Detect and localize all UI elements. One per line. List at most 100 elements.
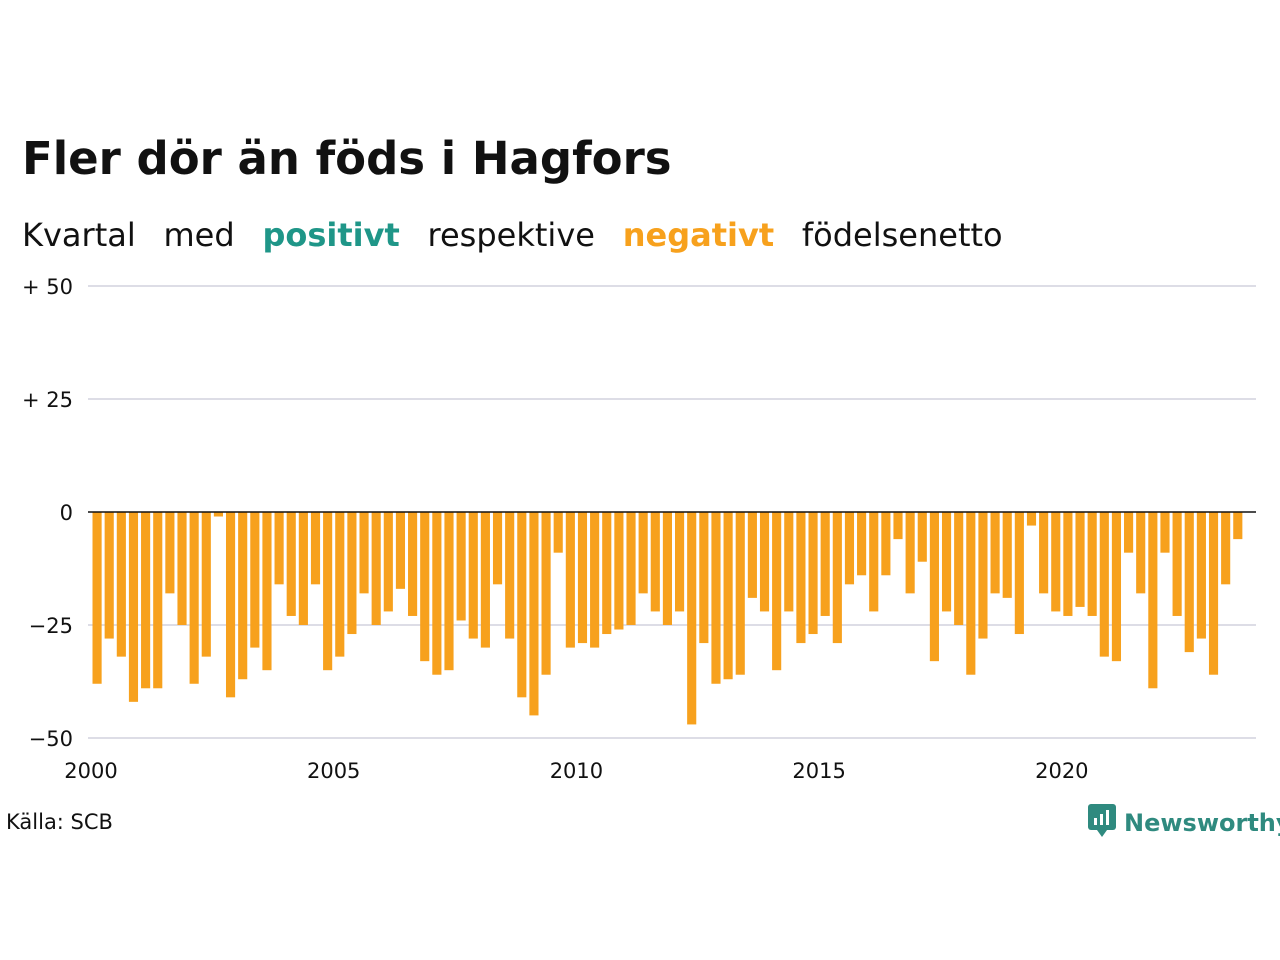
bar xyxy=(577,512,588,644)
x-tick-label: 2010 xyxy=(550,759,603,783)
x-tick-label: 2020 xyxy=(1035,759,1088,783)
bar xyxy=(808,512,818,635)
x-tick-label: 2000 xyxy=(64,759,117,783)
axis-layer: + 50 + 25 0 −25 −50 2000 2005 2010 2015 2020 xyxy=(22,275,1256,783)
bar xyxy=(820,512,830,616)
subtitle-positive-label: positivt xyxy=(262,216,400,254)
x-tick-label: 2015 xyxy=(792,759,845,783)
chart-subtitle: Kvartal med positivt respektive negativt… xyxy=(22,216,1020,254)
y-tick-label: −25 xyxy=(29,614,73,638)
bar xyxy=(250,512,260,648)
bar xyxy=(189,512,199,684)
bar xyxy=(141,512,151,689)
bar xyxy=(565,512,575,648)
bar xyxy=(201,512,211,657)
bar xyxy=(1087,512,1097,616)
bar xyxy=(735,512,745,675)
bar xyxy=(978,512,988,639)
bar xyxy=(1051,512,1061,612)
bar xyxy=(444,512,454,671)
bar xyxy=(662,512,672,625)
bar xyxy=(116,512,126,657)
bar xyxy=(638,512,648,594)
bar xyxy=(784,512,794,612)
bar xyxy=(869,512,879,612)
bar xyxy=(602,512,612,635)
bar xyxy=(395,512,406,589)
bar xyxy=(492,512,503,585)
bar xyxy=(1002,512,1012,598)
bar xyxy=(614,512,624,630)
bar xyxy=(590,512,600,648)
bar xyxy=(432,512,442,675)
bar xyxy=(420,512,430,662)
bar xyxy=(1184,512,1194,653)
bar xyxy=(505,512,515,639)
bar xyxy=(1172,512,1182,616)
bar xyxy=(213,512,223,517)
bar xyxy=(165,512,175,594)
bar xyxy=(517,512,527,698)
bar xyxy=(759,512,770,612)
bar xyxy=(675,512,685,612)
bar xyxy=(1026,512,1037,526)
bar xyxy=(881,512,891,576)
subtitle-word: respektive xyxy=(427,216,595,254)
bar xyxy=(796,512,806,644)
bar xyxy=(262,512,272,671)
bar xyxy=(92,512,102,684)
newsworthy-logo-icon xyxy=(1088,804,1116,842)
y-tick-label: + 25 xyxy=(22,388,73,412)
bar xyxy=(286,512,296,616)
bar xyxy=(1014,512,1024,635)
bar xyxy=(954,512,964,625)
y-tick-label: + 50 xyxy=(22,275,73,299)
bar xyxy=(747,512,757,598)
chart-title: Fler dör än föds i Hagfors xyxy=(22,132,672,185)
subtitle-negative-label: negativt xyxy=(622,216,775,254)
bar xyxy=(310,512,321,585)
bar xyxy=(347,512,357,635)
y-tick-label: −50 xyxy=(29,727,73,751)
bar xyxy=(383,512,393,612)
subtitle-word: födelsenetto xyxy=(801,216,1003,254)
bar xyxy=(699,512,709,644)
bar xyxy=(177,512,187,625)
bar xyxy=(456,512,466,621)
brand-name: Newsworthy xyxy=(1124,809,1280,837)
bar xyxy=(128,512,139,702)
bar-layer xyxy=(92,512,1243,725)
bar xyxy=(104,512,114,639)
bar xyxy=(917,512,927,562)
bar xyxy=(966,512,976,675)
bar xyxy=(1221,512,1231,585)
bar xyxy=(650,512,660,612)
bar xyxy=(857,512,867,576)
bar xyxy=(772,512,782,671)
bar xyxy=(529,512,539,716)
bar xyxy=(723,512,733,680)
bar xyxy=(1039,512,1049,594)
bar xyxy=(371,512,381,625)
bar xyxy=(929,512,939,662)
bar xyxy=(1063,512,1073,616)
bar xyxy=(1124,512,1134,553)
subtitle-word: Kvartal xyxy=(22,216,136,254)
bar xyxy=(408,512,418,616)
bar xyxy=(1208,512,1219,675)
bar xyxy=(832,512,842,644)
bar xyxy=(1111,512,1122,662)
bar xyxy=(480,512,490,648)
bar xyxy=(359,512,369,594)
subtitle-word: med xyxy=(163,216,235,254)
brand-logo[interactable]: Newsworthy xyxy=(1088,804,1280,842)
bar xyxy=(468,512,478,639)
bar xyxy=(1099,512,1109,657)
source-note: Källa: SCB xyxy=(6,810,113,834)
bar xyxy=(335,512,345,657)
bar xyxy=(990,512,1000,594)
bar xyxy=(905,512,915,594)
bar xyxy=(1075,512,1085,607)
bar xyxy=(711,512,721,684)
bar xyxy=(844,512,855,585)
